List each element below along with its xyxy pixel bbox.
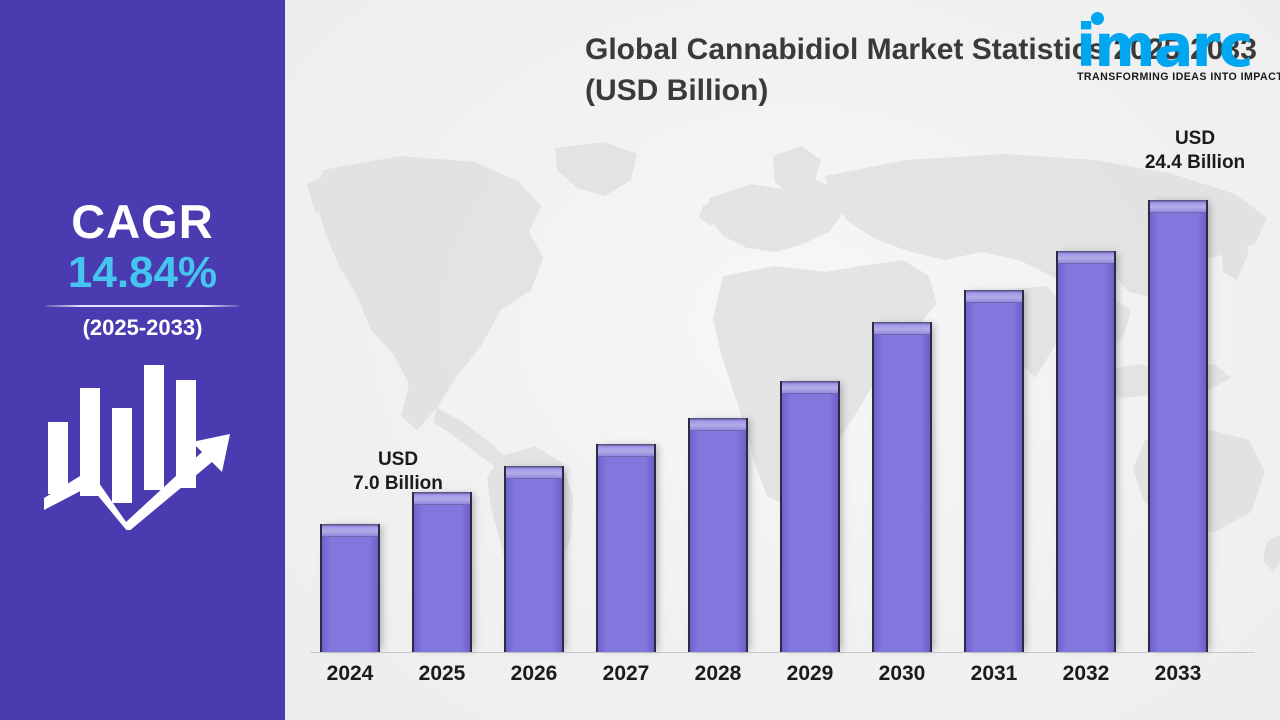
- bar-cap: [1150, 200, 1206, 213]
- logo-tagline: TRANSFORMING IDEAS INTO IMPACT: [1077, 71, 1280, 83]
- value-label-2024-line2: 7.0 Billion: [353, 473, 443, 495]
- x-tick-2027: 2027: [602, 662, 650, 685]
- chart-title: Global Cannabidiol Market Statistics 202…: [585, 33, 1257, 107]
- value-label-2033-line1: USD: [1174, 128, 1216, 149]
- x-tick-2029: 2029: [786, 662, 834, 685]
- bar-2027[interactable]: [596, 444, 656, 652]
- bar-2029[interactable]: [780, 381, 840, 652]
- value-label-2024: USD 7.0 Billion: [293, 448, 503, 497]
- bar-cap: [506, 466, 562, 479]
- x-tick-2032: 2032: [1062, 662, 1110, 685]
- cagr-divider: [46, 304, 239, 307]
- axis-baseline: [310, 652, 1255, 653]
- bar-cap: [782, 381, 838, 394]
- cagr-sidebar: CAGR 14.84% (2025-2033): [0, 0, 285, 720]
- bar-cap: [414, 492, 470, 505]
- x-tick-2030: 2030: [878, 662, 926, 685]
- bar-cap: [1058, 251, 1114, 264]
- x-tick-2025: 2025: [418, 662, 466, 685]
- bar-cap: [322, 524, 378, 537]
- bar-2024[interactable]: [320, 524, 380, 652]
- x-tick-2033: 2033: [1154, 662, 1202, 685]
- x-tick-2028: 2028: [694, 662, 742, 685]
- bar-cap: [966, 290, 1022, 303]
- cagr-label: CAGR: [71, 195, 214, 248]
- bar-2025[interactable]: [412, 492, 472, 652]
- cagr-block: CAGR 14.84% (2025-2033): [0, 198, 285, 341]
- x-tick-2024: 2024: [326, 662, 374, 685]
- bar-cap: [874, 322, 930, 335]
- logo-wordmark: imarc: [1076, 11, 1254, 80]
- bar-cap: [598, 444, 654, 457]
- cagr-period: (2025-2033): [82, 314, 203, 340]
- bar-2031[interactable]: [964, 290, 1024, 652]
- bar-2026[interactable]: [504, 466, 564, 652]
- growth-bar-arrow-icon: [42, 360, 242, 532]
- bar-2030[interactable]: [872, 322, 932, 652]
- bar-2028[interactable]: [688, 418, 748, 652]
- chart-panel: Global Cannabidiol Market Statistics 202…: [285, 0, 1280, 720]
- cagr-value: 14.84%: [67, 247, 218, 297]
- value-label-2024-line1: USD: [377, 449, 419, 470]
- value-label-2033: USD 24.4 Billion: [1110, 127, 1280, 176]
- imarc-logo[interactable]: imarc TRANSFORMING IDEAS INTO IMPACT: [1070, 8, 1280, 88]
- bar-2033[interactable]: [1148, 200, 1208, 652]
- bar-2032[interactable]: [1056, 251, 1116, 652]
- value-label-2033-line2: 24.4 Billion: [1144, 152, 1246, 174]
- bar-cap: [690, 418, 746, 431]
- x-tick-2031: 2031: [970, 662, 1018, 685]
- logo-dot-icon: [1091, 12, 1104, 25]
- x-tick-2026: 2026: [510, 662, 558, 685]
